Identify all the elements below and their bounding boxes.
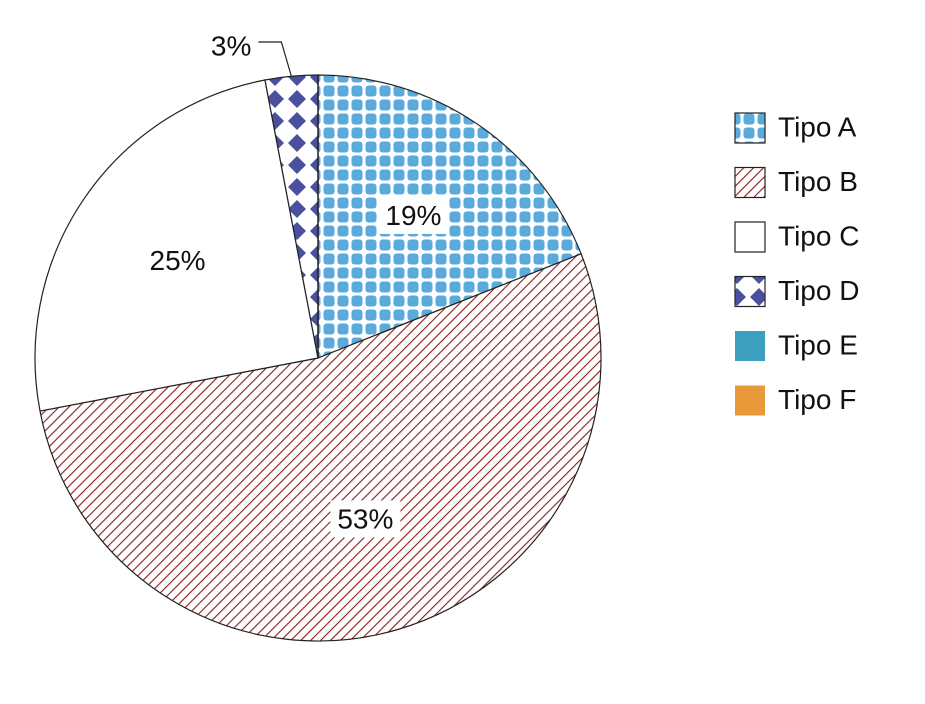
data-label: 53% (337, 503, 393, 534)
data-label: 3% (211, 30, 251, 61)
legend-label: Tipo A (778, 111, 857, 142)
pie-slice (39, 253, 602, 642)
pie-slice (317, 74, 582, 359)
legend-swatch (734, 112, 766, 144)
legend-swatch (735, 331, 765, 361)
legend-swatch (734, 166, 766, 199)
legend-label: Tipo E (778, 329, 858, 360)
label-background (142, 241, 213, 279)
legend-swatch (734, 221, 766, 253)
legend-label: Tipo B (778, 166, 858, 197)
legend-swatch (735, 385, 765, 416)
legend-label: Tipo C (778, 220, 859, 251)
legend-label: Tipo F (778, 384, 856, 415)
data-label: 25% (150, 245, 206, 276)
data-label: 19% (385, 200, 441, 231)
legend-label: Tipo D (778, 275, 859, 306)
leader-line (258, 41, 292, 77)
label-background (378, 196, 449, 234)
label-background (330, 500, 401, 538)
legend-swatch (734, 275, 766, 308)
